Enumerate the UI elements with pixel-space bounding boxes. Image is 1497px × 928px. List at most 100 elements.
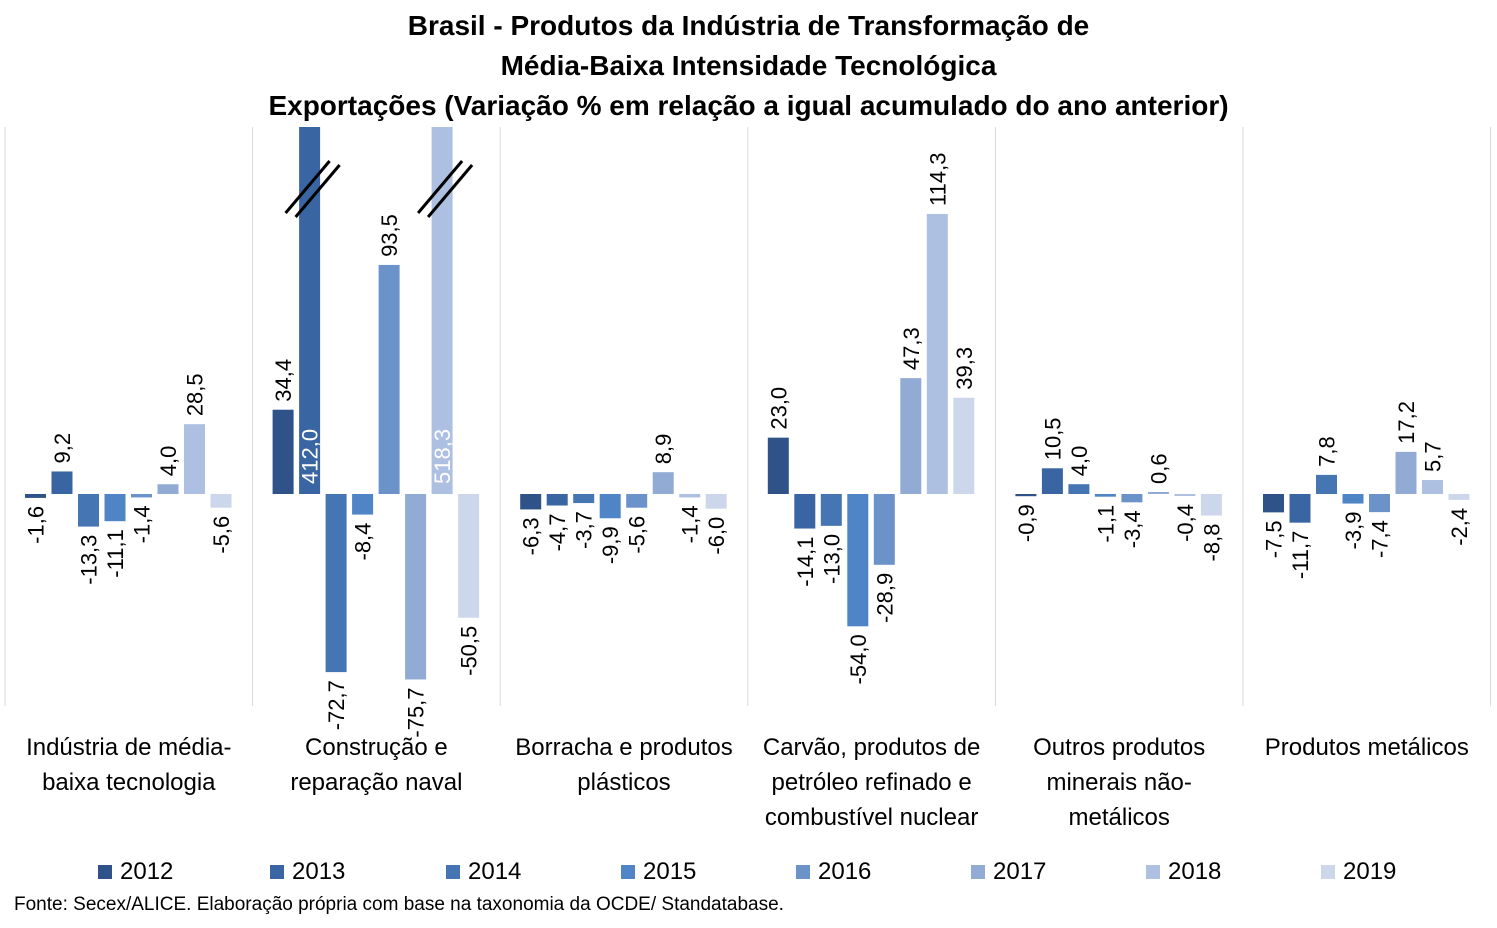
category-label-6: Produtos metálicos bbox=[1243, 730, 1491, 765]
data-label-2013-category-4: -14,1 bbox=[793, 537, 818, 587]
chart-title-line-1: Brasil - Produtos da Indústria de Transf… bbox=[407, 10, 1090, 41]
category-label-1: Indústria de média-baixa tecnologia bbox=[5, 730, 253, 800]
bar-2018-category-1 bbox=[184, 424, 205, 494]
legend-label: 2017 bbox=[993, 858, 1047, 885]
data-label-2019-category-6: -2,4 bbox=[1447, 508, 1472, 546]
data-label-2018-category-1: 28,5 bbox=[183, 373, 208, 416]
data-label-2019-category-2: -50,5 bbox=[457, 626, 482, 676]
bar-2017-category-5 bbox=[1147, 492, 1169, 494]
data-label-2017-category-2: -75,7 bbox=[404, 687, 429, 737]
bar-2014-category-3 bbox=[573, 494, 595, 504]
legend-item-2012: 2012 bbox=[98, 855, 173, 889]
data-label-2012-category-2: 34,4 bbox=[271, 359, 296, 402]
bar-2018-category-4 bbox=[926, 213, 948, 494]
bar-2015-category-5 bbox=[1094, 494, 1116, 497]
data-label-2013-category-6: -11,7 bbox=[1288, 531, 1313, 580]
category-label-line: Construção e bbox=[305, 734, 448, 761]
bar-2014-category-2 bbox=[325, 494, 347, 673]
data-label-2013-category-1: 9,2 bbox=[50, 433, 75, 464]
data-label-2016-category-5: -3,4 bbox=[1120, 510, 1145, 548]
bar-2014-category-5 bbox=[1068, 484, 1090, 494]
legend-item-2015: 2015 bbox=[621, 855, 696, 889]
legend-swatch bbox=[971, 865, 985, 879]
source-note: Fonte: Secex/ALICE. Elaboração própria c… bbox=[14, 894, 784, 915]
bar-2016-category-5 bbox=[1121, 494, 1143, 503]
legend-item-2014: 2014 bbox=[446, 855, 521, 889]
bar-2019-category-5 bbox=[1200, 494, 1222, 516]
category-label-line: metálicos bbox=[1068, 804, 1170, 831]
data-label-2012-category-6: -7,5 bbox=[1262, 520, 1287, 558]
legend-swatch bbox=[446, 865, 460, 879]
legend-item-2013: 2013 bbox=[270, 855, 345, 889]
data-label-2015-category-1: -11,1 bbox=[103, 529, 128, 578]
bar-2012-category-5 bbox=[1015, 494, 1037, 497]
legend-label: 2018 bbox=[1168, 858, 1222, 885]
chart-title-line-3: Exportações (Variação % em relação a igu… bbox=[268, 90, 1229, 121]
bar-2014-category-1 bbox=[78, 494, 99, 527]
axis-break-mark bbox=[294, 164, 341, 218]
data-label-2012-category-4: 23,0 bbox=[766, 387, 791, 430]
legend-label: 2013 bbox=[292, 858, 346, 885]
data-label-2019-category-3: -6,0 bbox=[704, 517, 729, 555]
data-label-2013-category-2: 412,0 bbox=[298, 429, 323, 484]
data-label-2016-category-4: -28,9 bbox=[872, 573, 897, 623]
bar-2018-category-3 bbox=[679, 494, 701, 498]
data-label-2018-category-3: -1,4 bbox=[678, 505, 703, 543]
data-label-2017-category-1: 4,0 bbox=[156, 446, 181, 477]
bar-2016-category-6 bbox=[1369, 494, 1390, 513]
bar-2013-category-2 bbox=[299, 127, 321, 494]
data-label-2015-category-2: -8,4 bbox=[351, 523, 376, 561]
category-label-2: Construção e reparação naval bbox=[253, 730, 501, 800]
legend-item-2019: 2019 bbox=[1321, 855, 1396, 889]
category-label-line: Borracha e produtos bbox=[515, 734, 733, 761]
bar-2014-category-4 bbox=[820, 494, 842, 526]
category-label-line: plásticos bbox=[577, 769, 671, 796]
data-label-2014-category-2: -72,7 bbox=[324, 680, 349, 730]
data-label-2014-category-3: -3,7 bbox=[572, 511, 597, 549]
bar-2019-category-3 bbox=[705, 494, 727, 509]
category-label-line: Produtos metálicos bbox=[1264, 734, 1469, 761]
bar-2012-category-1 bbox=[25, 494, 46, 498]
legend-swatch bbox=[270, 865, 284, 879]
bar-2016-category-2 bbox=[378, 264, 400, 494]
category-label-line: Indústria de média- bbox=[26, 734, 232, 761]
bar-2015-category-4 bbox=[847, 494, 869, 627]
category-label-line: combustível nuclear bbox=[764, 804, 979, 831]
bar-2018-category-5 bbox=[1174, 494, 1196, 496]
data-label-2015-category-4: -54,0 bbox=[846, 634, 871, 684]
data-label-2012-category-1: -1,6 bbox=[24, 506, 49, 544]
data-label-2016-category-1: -1,4 bbox=[130, 505, 155, 543]
category-label-line: Outros produtos bbox=[1033, 734, 1206, 761]
category-label-line: petróleo refinado e bbox=[771, 769, 972, 796]
bar-2012-category-2 bbox=[272, 409, 294, 494]
bar-2013-category-3 bbox=[546, 494, 568, 506]
data-label-2012-category-3: -6,3 bbox=[519, 517, 544, 555]
legend-label: 2014 bbox=[468, 858, 522, 885]
legend-item-2018: 2018 bbox=[1146, 855, 1221, 889]
bar-2017-category-4 bbox=[900, 378, 922, 494]
bar-2012-category-3 bbox=[520, 494, 542, 510]
bar-2013-category-6 bbox=[1289, 494, 1311, 523]
bar-2018-category-2 bbox=[431, 127, 453, 494]
data-label-2019-category-1: -5,6 bbox=[209, 516, 234, 554]
bar-2015-category-2 bbox=[352, 494, 374, 515]
category-label-line: reparação naval bbox=[290, 769, 463, 796]
bar-2019-category-4 bbox=[953, 397, 975, 494]
legend-swatch bbox=[796, 865, 810, 879]
category-label-line: minerais não- bbox=[1046, 769, 1192, 796]
category-label-line: Carvão, produtos de bbox=[762, 734, 981, 761]
axis-break-mark bbox=[284, 160, 331, 214]
data-label-2014-category-4: -13,0 bbox=[819, 534, 844, 584]
legend-label: 2012 bbox=[120, 858, 174, 885]
legend-swatch bbox=[98, 865, 112, 879]
data-label-2013-category-3: -4,7 bbox=[545, 514, 570, 552]
data-label-2015-category-3: -9,9 bbox=[598, 526, 623, 564]
data-label-2017-category-3: 8,9 bbox=[651, 434, 676, 465]
bar-2013-category-4 bbox=[794, 494, 816, 529]
data-label-2018-category-4: 114,3 bbox=[925, 153, 950, 206]
category-label-3: Borracha e produtos plásticos bbox=[500, 730, 748, 800]
bar-2019-category-1 bbox=[210, 494, 232, 508]
bar-2017-category-1 bbox=[157, 484, 179, 494]
legend-label: 2019 bbox=[1343, 858, 1397, 885]
